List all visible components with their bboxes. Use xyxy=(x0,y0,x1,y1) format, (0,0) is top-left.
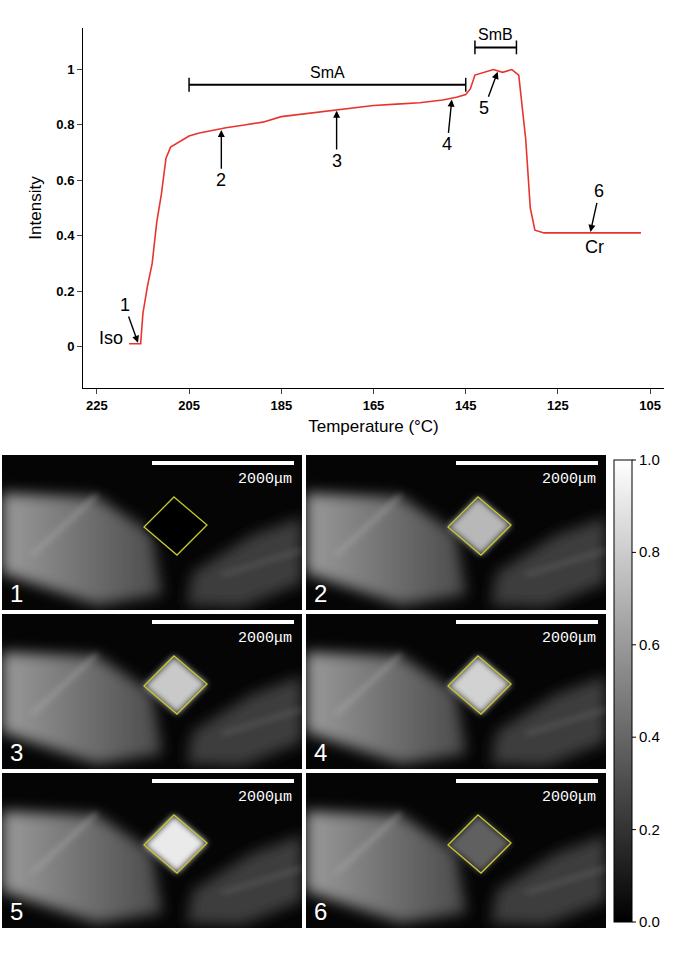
svg-text:225: 225 xyxy=(86,398,108,413)
svg-text:0.4: 0.4 xyxy=(56,228,75,243)
svg-text:Cr: Cr xyxy=(585,237,604,257)
svg-text:0.6: 0.6 xyxy=(639,636,660,653)
svg-text:Iso: Iso xyxy=(99,328,123,348)
svg-text:125: 125 xyxy=(547,398,569,413)
svg-text:5: 5 xyxy=(10,898,23,925)
svg-text:2000μm: 2000μm xyxy=(238,789,292,806)
svg-text:205: 205 xyxy=(178,398,200,413)
svg-text:1: 1 xyxy=(10,580,23,607)
svg-text:165: 165 xyxy=(363,398,385,413)
svg-text:2000μm: 2000μm xyxy=(542,789,596,806)
svg-text:1.0: 1.0 xyxy=(639,451,660,468)
svg-text:Intensity: Intensity xyxy=(26,176,45,240)
svg-text:Temperature (°C): Temperature (°C) xyxy=(308,417,439,436)
svg-text:2: 2 xyxy=(314,580,327,607)
svg-text:1: 1 xyxy=(120,295,130,315)
svg-text:3: 3 xyxy=(332,151,342,171)
svg-text:0.0: 0.0 xyxy=(639,913,660,930)
svg-text:4: 4 xyxy=(442,134,452,154)
svg-text:6: 6 xyxy=(314,898,327,925)
svg-text:0.2: 0.2 xyxy=(56,284,74,299)
svg-text:2000μm: 2000μm xyxy=(238,630,292,647)
svg-text:0.4: 0.4 xyxy=(639,728,660,745)
svg-text:2000μm: 2000μm xyxy=(542,471,596,488)
svg-text:SmA: SmA xyxy=(310,64,345,81)
svg-text:SmB: SmB xyxy=(478,26,513,43)
svg-text:0.8: 0.8 xyxy=(639,543,660,560)
svg-text:4: 4 xyxy=(314,739,327,766)
svg-text:105: 105 xyxy=(639,398,661,413)
svg-text:0.8: 0.8 xyxy=(56,117,74,132)
svg-text:3: 3 xyxy=(10,739,23,766)
svg-text:0.2: 0.2 xyxy=(639,821,660,838)
svg-text:5: 5 xyxy=(479,98,489,118)
svg-text:145: 145 xyxy=(455,398,477,413)
svg-text:2: 2 xyxy=(216,170,226,190)
svg-text:2000μm: 2000μm xyxy=(542,630,596,647)
svg-text:185: 185 xyxy=(270,398,292,413)
svg-text:1: 1 xyxy=(67,62,74,77)
svg-text:0: 0 xyxy=(67,339,74,354)
svg-text:0.6: 0.6 xyxy=(56,173,74,188)
svg-text:2000μm: 2000μm xyxy=(238,471,292,488)
svg-text:6: 6 xyxy=(594,181,604,201)
